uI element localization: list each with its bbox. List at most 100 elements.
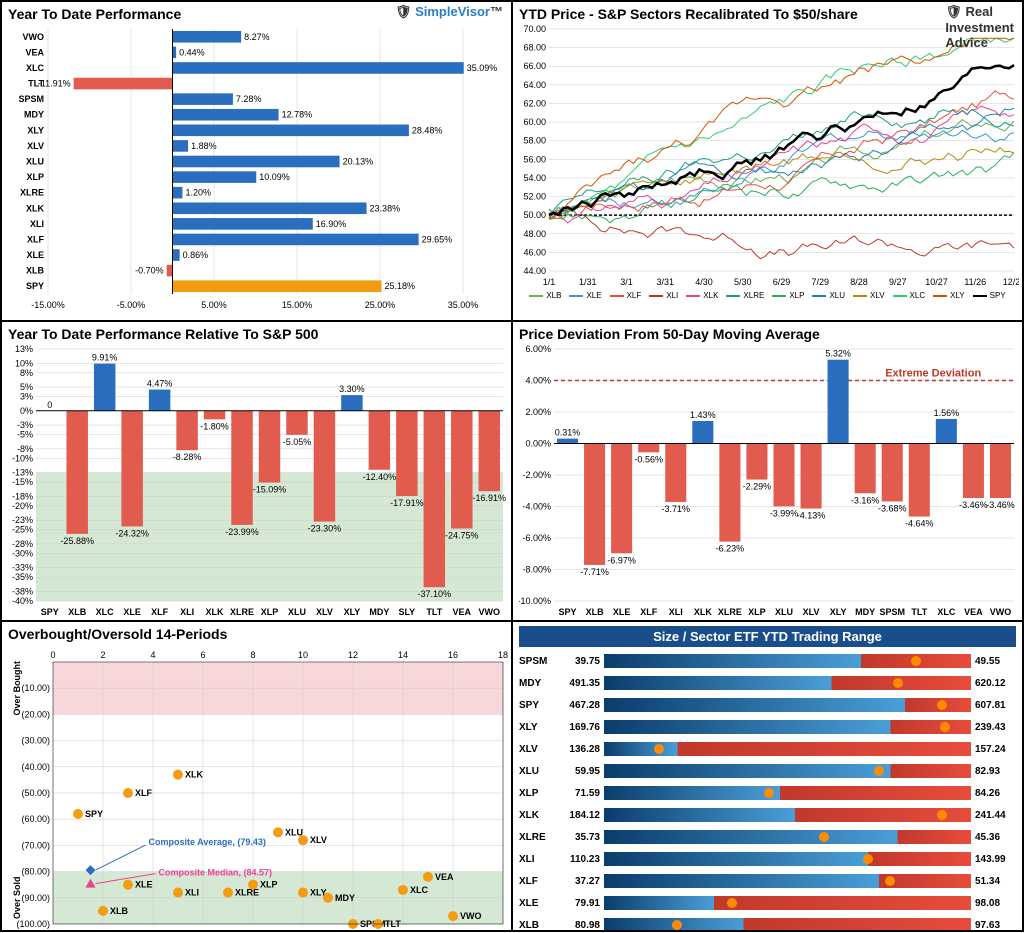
svg-text:9.91%: 9.91% (92, 353, 118, 363)
svg-text:3%: 3% (20, 392, 33, 402)
svg-text:-13%: -13% (12, 468, 33, 478)
svg-text:2: 2 (100, 650, 105, 660)
svg-text:XLV: XLV (803, 607, 820, 617)
svg-text:-20%: -20% (12, 501, 33, 511)
svg-text:TLT: TLT (426, 607, 442, 617)
svg-text:-12.40%: -12.40% (363, 472, 397, 482)
svg-text:XLP: XLP (260, 880, 278, 890)
svg-text:XLE: XLE (135, 880, 153, 890)
range-low: 35.73 (559, 832, 604, 843)
svg-text:XLP: XLP (748, 607, 766, 617)
range-high: 157.24 (971, 744, 1016, 755)
svg-text:-3.99%: -3.99% (770, 508, 799, 518)
ytd-performance-panel: Year To Date Performance 🛡 SimpleVisor™ … (1, 1, 512, 321)
svg-text:54.00: 54.00 (523, 173, 546, 183)
svg-text:SLY: SLY (399, 607, 416, 617)
svg-text:XLI: XLI (185, 888, 199, 898)
range-low: 37.27 (559, 876, 604, 887)
range-low: 59.95 (559, 766, 604, 777)
range-bar (604, 676, 971, 690)
range-ticker: XLV (519, 744, 559, 755)
svg-text:SPY: SPY (85, 809, 103, 819)
svg-text:SPY: SPY (41, 607, 59, 617)
legend-item: XLI (649, 291, 678, 300)
svg-text:(50.00): (50.00) (21, 788, 50, 798)
svg-text:XLB: XLB (110, 906, 129, 916)
svg-text:Extreme Deviation: Extreme Deviation (885, 368, 981, 380)
range-row: XLB80.9897.63 (519, 915, 1016, 931)
svg-text:-3%: -3% (17, 420, 33, 430)
range-ticker: XLI (519, 854, 559, 865)
svg-text:-3.16%: -3.16% (851, 495, 880, 505)
range-high: 84.26 (971, 788, 1016, 799)
svg-text:-30%: -30% (12, 548, 33, 558)
svg-text:Composite Median, (84.57): Composite Median, (84.57) (159, 868, 273, 878)
svg-text:-6.97%: -6.97% (607, 555, 636, 565)
legend-item: XLC (893, 291, 926, 300)
svg-text:XLB: XLB (68, 607, 87, 617)
ria-logo: 🛡 RealInvestmentAdvice (945, 4, 1014, 50)
legend-item: XLP (772, 291, 804, 300)
svg-text:0.44%: 0.44% (179, 47, 205, 57)
range-low: 169.76 (559, 722, 604, 733)
svg-text:(20.00): (20.00) (21, 709, 50, 719)
svg-text:44.00: 44.00 (523, 266, 546, 276)
range-bar (604, 764, 971, 778)
svg-text:XLY: XLY (344, 607, 361, 617)
svg-text:VWO: VWO (460, 911, 482, 921)
deviation-bar-chart: -10.00%-8.00%-6.00%-4.00%-2.00%0.00%2.00… (519, 344, 1019, 619)
ytd-price-panel: YTD Price - S&P Sectors Recalibrated To … (512, 1, 1023, 321)
svg-text:-15%: -15% (12, 477, 33, 487)
svg-text:-2.29%: -2.29% (743, 482, 772, 492)
svg-text:12/26: 12/26 (1003, 277, 1019, 287)
range-low: 184.12 (559, 810, 604, 821)
range-low: 39.75 (559, 656, 604, 667)
svg-text:-35%: -35% (12, 572, 33, 582)
ytd-line-chart: 44.0046.0048.0050.0052.0054.0056.0058.00… (519, 24, 1019, 289)
range-high: 607.81 (971, 700, 1016, 711)
range-bar (604, 654, 971, 668)
svg-text:MDY: MDY (855, 607, 875, 617)
svg-text:1/31: 1/31 (579, 277, 597, 287)
svg-text:-8%: -8% (17, 444, 33, 454)
range-marker (893, 678, 903, 688)
svg-text:66.00: 66.00 (523, 61, 546, 71)
svg-text:-33%: -33% (12, 563, 33, 573)
svg-text:3.30%: 3.30% (339, 384, 365, 394)
svg-text:(40.00): (40.00) (21, 762, 50, 772)
svg-text:XLY: XLY (27, 125, 44, 135)
svg-text:10.09%: 10.09% (259, 172, 290, 182)
svg-text:6: 6 (200, 650, 205, 660)
range-bar (604, 918, 971, 931)
range-high: 143.99 (971, 854, 1016, 865)
range-ticker: XLP (519, 788, 559, 799)
svg-text:TLT: TLT (911, 607, 927, 617)
svg-text:MDY: MDY (24, 110, 44, 120)
svg-text:-3.71%: -3.71% (661, 504, 690, 514)
svg-text:6/29: 6/29 (773, 277, 791, 287)
range-ticker: XLU (519, 766, 559, 777)
range-marker (911, 656, 921, 666)
svg-text:13%: 13% (15, 344, 33, 354)
svg-text:XLU: XLU (775, 607, 793, 617)
range-ticker: MDY (519, 678, 559, 689)
range-ticker: SPY (519, 700, 559, 711)
svg-text:-37.10%: -37.10% (418, 589, 452, 599)
range-low: 110.23 (559, 854, 604, 865)
ytd-bar-chart: -15.00%-5.00%5.00%15.00%25.00%35.00%VWO8… (8, 24, 508, 314)
legend-item: XLE (569, 291, 601, 300)
range-row: XLV136.28157.24 (519, 739, 1016, 759)
svg-text:10%: 10% (15, 358, 33, 368)
range-row: SPSM39.7549.55 (519, 651, 1016, 671)
svg-text:XLU: XLU (285, 827, 303, 837)
svg-text:(80.00): (80.00) (21, 867, 50, 877)
legend-item: XLV (853, 291, 885, 300)
svg-text:46.00: 46.00 (523, 247, 546, 257)
range-bar (604, 698, 971, 712)
deviation-panel: Price Deviation From 50-Day Moving Avera… (512, 321, 1023, 621)
range-marker (727, 898, 737, 908)
range-bar (604, 852, 971, 866)
svg-text:-5%: -5% (17, 430, 33, 440)
svg-text:-7.71%: -7.71% (580, 567, 609, 577)
svg-text:XLP: XLP (261, 607, 279, 617)
